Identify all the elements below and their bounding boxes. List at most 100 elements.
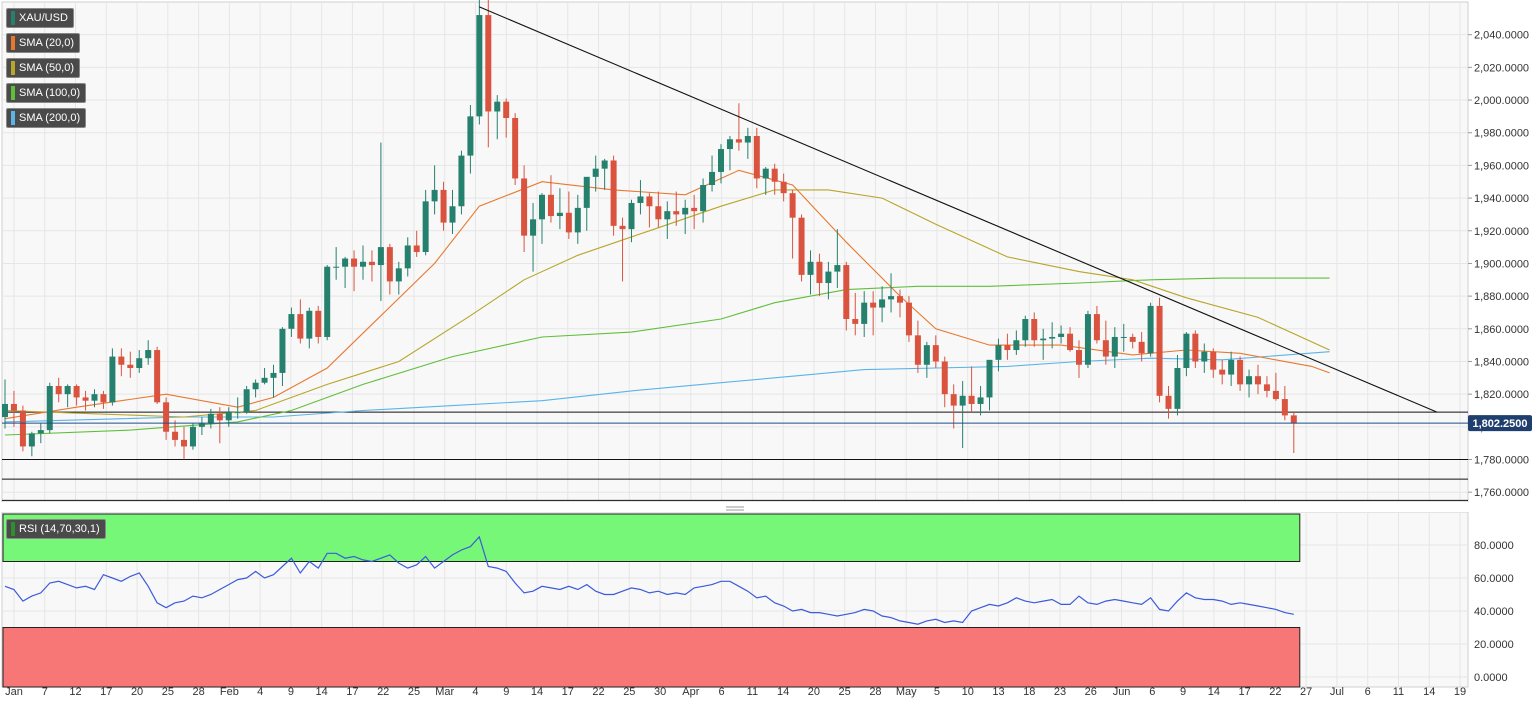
x-tick-label: 9 bbox=[503, 686, 509, 698]
candle-body-down bbox=[485, 15, 492, 112]
candle bbox=[1138, 332, 1145, 362]
candle-body-up bbox=[664, 211, 671, 220]
candle bbox=[700, 178, 707, 223]
candle bbox=[682, 199, 689, 235]
legend-item[interactable]: SMA (50,0) bbox=[6, 58, 81, 78]
candle bbox=[1165, 385, 1172, 419]
candle-body-up bbox=[861, 302, 868, 324]
candle bbox=[46, 382, 53, 434]
candle bbox=[771, 163, 778, 195]
candle-body-up bbox=[207, 413, 214, 424]
candle-body-up bbox=[288, 314, 295, 329]
candle bbox=[959, 381, 966, 449]
candle-body-up bbox=[1022, 318, 1029, 341]
candle-body-down bbox=[897, 296, 903, 303]
candle bbox=[592, 155, 599, 192]
x-tick-label: 10 bbox=[962, 686, 974, 698]
candle bbox=[1084, 310, 1091, 369]
y-tick-label: 2,000.0000 bbox=[1474, 95, 1529, 107]
candle bbox=[691, 194, 698, 230]
price-badge: 1,802.2500 bbox=[1468, 415, 1532, 432]
legend-item-label: SMA (200,0) bbox=[19, 112, 81, 124]
x-tick-label: 14 bbox=[531, 686, 543, 698]
y-tick-label: 1,840.0000 bbox=[1474, 356, 1529, 368]
candle-body-down bbox=[127, 364, 134, 369]
candle bbox=[252, 379, 259, 398]
candle bbox=[744, 127, 751, 159]
candle bbox=[530, 202, 537, 272]
candle-body-down bbox=[1093, 314, 1100, 341]
candle bbox=[297, 299, 304, 344]
candle-body-up bbox=[637, 196, 644, 203]
candle-body-up bbox=[1084, 314, 1091, 365]
candle bbox=[449, 189, 456, 235]
candle-body-down bbox=[619, 225, 626, 230]
y-tick-label: 1,760.0000 bbox=[1474, 487, 1529, 499]
candle bbox=[1067, 327, 1074, 352]
candle bbox=[395, 261, 402, 295]
candle bbox=[109, 348, 116, 406]
legend-item[interactable]: SMA (20,0) bbox=[6, 33, 81, 53]
candle-body-up bbox=[91, 394, 98, 401]
trendline bbox=[479, 6, 1438, 413]
candle bbox=[172, 420, 179, 447]
candle bbox=[216, 407, 223, 444]
legend-item[interactable]: SMA (200,0) bbox=[6, 108, 87, 128]
candle bbox=[181, 426, 187, 460]
x-tick-label: 22 bbox=[592, 686, 604, 698]
candle-body-up bbox=[342, 258, 349, 267]
candle-body-up bbox=[682, 207, 689, 215]
candle-body-down bbox=[816, 261, 823, 284]
candle bbox=[189, 423, 196, 450]
x-tick-label: 25 bbox=[408, 686, 420, 698]
candle-body-up bbox=[252, 382, 259, 390]
candle-body-up bbox=[879, 299, 886, 308]
candle bbox=[762, 167, 769, 195]
candle bbox=[28, 431, 35, 457]
candle bbox=[37, 423, 44, 444]
rsi-label[interactable]: RSI (14,70,30,1) bbox=[6, 519, 106, 539]
candle-body-down bbox=[1237, 359, 1244, 385]
x-tick-label: 20 bbox=[131, 686, 143, 698]
candle-body-up bbox=[807, 261, 814, 275]
candle-body-up bbox=[1111, 336, 1118, 357]
candle-body-down bbox=[610, 160, 617, 226]
candle bbox=[377, 142, 384, 302]
x-tick-label: 28 bbox=[192, 686, 204, 698]
candle bbox=[735, 103, 742, 151]
x-tick-label: 9 bbox=[288, 686, 294, 698]
candle bbox=[995, 338, 1002, 372]
x-tick-label: 4 bbox=[257, 686, 263, 698]
candle bbox=[1102, 320, 1109, 365]
candle-body-down bbox=[753, 135, 760, 179]
legend-item-label: SMA (100,0) bbox=[19, 87, 81, 99]
legend-item[interactable]: XAU/USD bbox=[6, 8, 74, 28]
candle bbox=[861, 291, 868, 337]
x-tick-label: 25 bbox=[623, 686, 635, 698]
candle-body-up bbox=[431, 189, 438, 202]
candle-body-up bbox=[28, 433, 35, 447]
legend-item[interactable]: SMA (100,0) bbox=[6, 83, 87, 103]
candle bbox=[968, 366, 975, 413]
candle bbox=[55, 377, 62, 403]
legend-color-swatch bbox=[11, 11, 15, 25]
candle bbox=[1120, 323, 1127, 352]
candle-body-up bbox=[1174, 368, 1181, 409]
candle-body-up bbox=[628, 202, 635, 230]
candle-body-down bbox=[1210, 351, 1217, 370]
candle-body-up bbox=[592, 168, 599, 177]
y-tick-label: 1,940.0000 bbox=[1474, 193, 1529, 205]
x-tick-label: 6 bbox=[719, 686, 725, 698]
x-tick-label: 6 bbox=[1365, 686, 1371, 698]
candle-body-down bbox=[735, 139, 742, 143]
candle bbox=[1147, 302, 1154, 357]
candle bbox=[977, 385, 984, 416]
candle-body-down bbox=[181, 439, 187, 447]
candle bbox=[807, 250, 814, 295]
candle bbox=[1093, 305, 1100, 344]
y-tick-labels: 1,760.00001,780.00001,800.00001,820.0000… bbox=[1474, 30, 1529, 684]
candle-body-up bbox=[494, 101, 501, 112]
candle bbox=[234, 397, 241, 419]
